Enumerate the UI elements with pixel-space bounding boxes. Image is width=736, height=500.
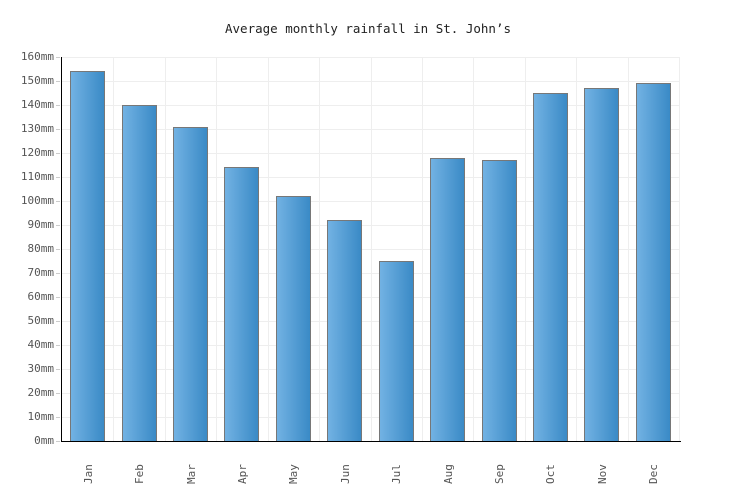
- bar-aug: [430, 158, 466, 441]
- y-label-80mm: 80mm: [27, 242, 55, 255]
- h-gridline-10mm: [62, 417, 679, 418]
- y-label-40mm: 40mm: [27, 338, 55, 351]
- v-gridline-2: [165, 57, 166, 441]
- x-label-jun: Jun: [338, 464, 352, 484]
- y-label-50mm: 50mm: [27, 314, 55, 327]
- y-label-30mm: 30mm: [27, 362, 55, 375]
- v-gridline-8: [473, 57, 474, 441]
- v-gridline-11: [628, 57, 629, 441]
- bar-nov: [584, 88, 620, 441]
- y-label-0mm: 0mm: [34, 434, 54, 447]
- v-gridline-6: [371, 57, 372, 441]
- y-tick-20mm: [56, 393, 60, 394]
- h-gridline-40mm: [62, 345, 679, 346]
- v-gridline-3: [216, 57, 217, 441]
- x-label-oct: Oct: [543, 464, 557, 484]
- y-tick-60mm: [56, 297, 60, 298]
- y-label-120mm: 120mm: [20, 146, 54, 159]
- h-gridline-50mm: [62, 321, 679, 322]
- v-gridline-7: [422, 57, 423, 441]
- x-label-sep: Sep: [492, 464, 506, 484]
- y-tick-10mm: [56, 417, 60, 418]
- y-tick-150mm: [56, 81, 60, 82]
- v-gridline-4: [268, 57, 269, 441]
- x-label-jan: Jan: [81, 464, 95, 484]
- bar-may: [275, 196, 311, 441]
- x-label-dec: Dec: [646, 464, 660, 484]
- y-tick-70mm: [56, 273, 60, 274]
- x-axis-line: [60, 440, 681, 442]
- x-label-apr: Apr: [235, 464, 249, 484]
- h-gridline-150mm: [62, 81, 679, 82]
- y-tick-140mm: [56, 105, 60, 106]
- x-label-nov: Nov: [595, 464, 609, 484]
- y-tick-50mm: [56, 321, 60, 322]
- v-gridline-5: [319, 57, 320, 441]
- plot-area: [62, 57, 680, 441]
- h-gridline-70mm: [62, 273, 679, 274]
- h-gridline-120mm: [62, 153, 679, 154]
- y-label-140mm: 140mm: [20, 98, 54, 111]
- h-gridline-160mm: [62, 57, 679, 58]
- y-tick-80mm: [56, 249, 60, 250]
- h-gridline-140mm: [62, 105, 679, 106]
- bar-sep: [481, 160, 517, 441]
- y-tick-40mm: [56, 345, 60, 346]
- y-label-20mm: 20mm: [27, 386, 55, 399]
- h-gridline-60mm: [62, 297, 679, 298]
- y-tick-30mm: [56, 369, 60, 370]
- y-axis-line: [60, 57, 62, 442]
- x-label-jul: Jul: [389, 464, 403, 484]
- y-label-100mm: 100mm: [20, 194, 54, 207]
- y-tick-120mm: [56, 153, 60, 154]
- bar-jun: [327, 220, 363, 441]
- y-label-110mm: 110mm: [20, 170, 54, 183]
- bar-jan: [70, 71, 106, 441]
- v-gridline-9: [525, 57, 526, 441]
- y-label-70mm: 70mm: [27, 266, 55, 279]
- bar-jul: [378, 261, 414, 441]
- y-tick-130mm: [56, 129, 60, 130]
- bar-dec: [635, 83, 671, 441]
- x-label-mar: Mar: [184, 464, 198, 484]
- y-label-10mm: 10mm: [27, 410, 55, 423]
- bar-feb: [121, 105, 157, 441]
- y-label-160mm: 160mm: [20, 50, 54, 63]
- bar-mar: [173, 127, 209, 441]
- v-gridline-10: [576, 57, 577, 441]
- h-gridline-80mm: [62, 249, 679, 250]
- chart-title: Average monthly rainfall in St. John’s: [225, 21, 511, 36]
- y-tick-90mm: [56, 225, 60, 226]
- v-gridline-1: [113, 57, 114, 441]
- h-gridline-110mm: [62, 177, 679, 178]
- y-label-90mm: 90mm: [27, 218, 55, 231]
- y-label-150mm: 150mm: [20, 74, 54, 87]
- v-gridline-12: [679, 57, 680, 441]
- bar-oct: [532, 93, 568, 441]
- y-label-60mm: 60mm: [27, 290, 55, 303]
- h-gridline-100mm: [62, 201, 679, 202]
- x-label-feb: Feb: [132, 464, 146, 484]
- bar-apr: [224, 167, 260, 441]
- x-label-may: May: [286, 464, 300, 484]
- x-label-aug: Aug: [441, 464, 455, 484]
- y-tick-160mm: [56, 57, 60, 58]
- y-tick-0mm: [56, 441, 60, 442]
- h-gridline-130mm: [62, 129, 679, 130]
- y-tick-100mm: [56, 201, 60, 202]
- y-label-130mm: 130mm: [20, 122, 54, 135]
- h-gridline-90mm: [62, 225, 679, 226]
- y-tick-110mm: [56, 177, 60, 178]
- h-gridline-20mm: [62, 393, 679, 394]
- h-gridline-30mm: [62, 369, 679, 370]
